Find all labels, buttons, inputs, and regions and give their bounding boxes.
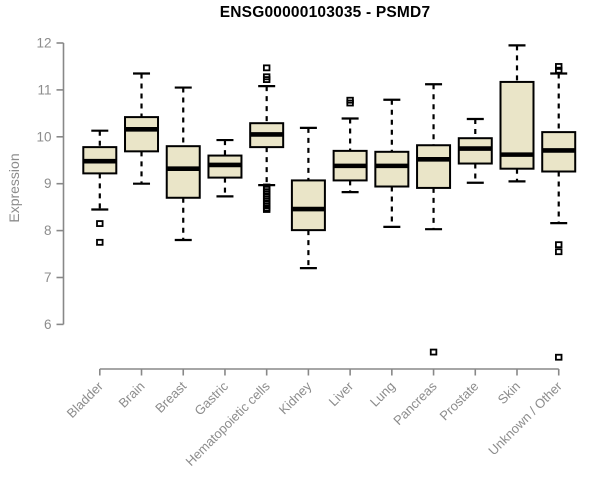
x-tick-label: Skin bbox=[495, 379, 523, 407]
outlier-point bbox=[555, 66, 563, 74]
y-tick-label: 9 bbox=[44, 176, 52, 191]
iqr-box-prostate bbox=[457, 137, 493, 165]
x-tick-label: Kidney bbox=[276, 378, 315, 417]
outlier-point bbox=[96, 220, 104, 227]
x-tick-label: Breast bbox=[152, 378, 189, 415]
x-tick-label: Lung bbox=[367, 379, 398, 410]
outlier-point bbox=[555, 241, 563, 249]
iqr-box-pancreas bbox=[416, 144, 452, 189]
outlier-point bbox=[346, 99, 354, 107]
y-tick-label: 7 bbox=[44, 270, 52, 285]
outlier-point bbox=[429, 348, 438, 356]
iqr-box-lung bbox=[374, 150, 410, 188]
x-tick-label: Liver bbox=[326, 378, 357, 409]
iqr-box-breast bbox=[165, 145, 201, 199]
y-tick-label: 10 bbox=[36, 129, 51, 144]
chart-title: ENSG00000103035 - PSMD7 bbox=[219, 4, 431, 21]
x-tick-label: Unknown / Other bbox=[485, 378, 565, 458]
iqr-box-kidney bbox=[290, 179, 326, 232]
outlier-point bbox=[262, 206, 271, 213]
y-tick-label: 6 bbox=[44, 317, 52, 332]
outlier-point bbox=[262, 76, 271, 83]
outlier-point bbox=[262, 64, 271, 72]
y-tick-label: 12 bbox=[36, 36, 51, 51]
x-tick-label: Bladder bbox=[64, 378, 107, 421]
outlier-point bbox=[555, 63, 563, 70]
outlier-point bbox=[555, 353, 563, 361]
iqr-box-brain bbox=[124, 116, 160, 153]
x-tick-label: Pancreas bbox=[390, 378, 440, 428]
y-tick-label: 8 bbox=[44, 223, 52, 238]
x-tick-label: Prostate bbox=[437, 379, 482, 424]
x-tick-label: Gastric bbox=[191, 378, 231, 418]
outlier-point bbox=[96, 238, 104, 246]
y-tick-label: 11 bbox=[37, 82, 51, 97]
outlier-point bbox=[555, 248, 563, 256]
x-tick-label: Brain bbox=[116, 379, 148, 411]
